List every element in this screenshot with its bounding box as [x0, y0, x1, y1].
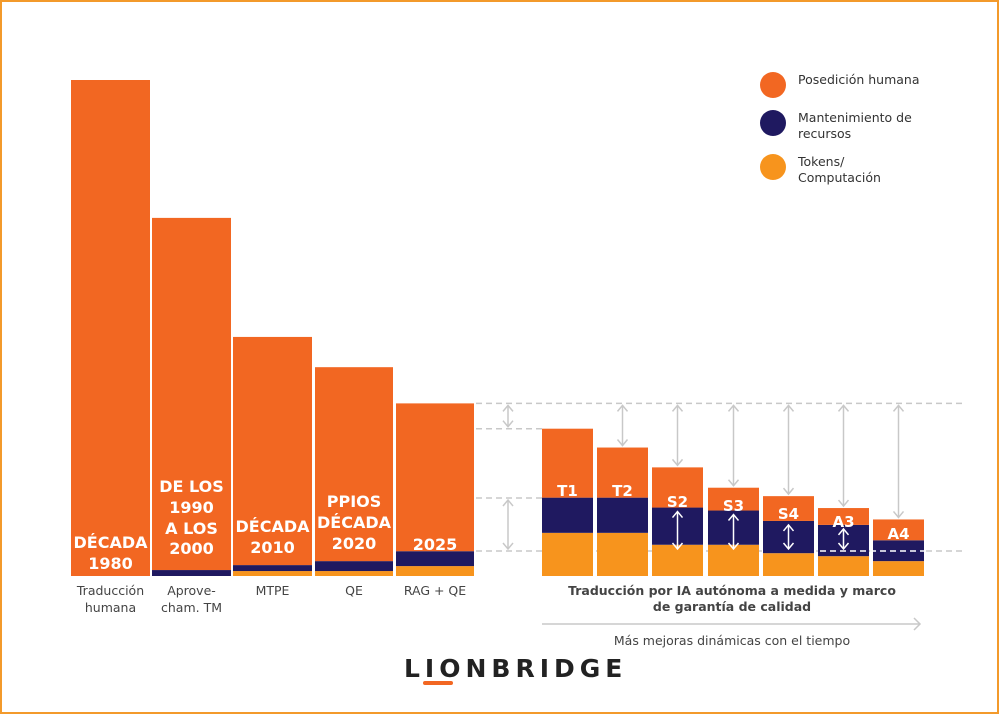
bar-7-segment-0 [652, 467, 703, 508]
maint-arrow-8-head-up [727, 513, 740, 522]
bar-3-segment-0 [315, 367, 393, 562]
bar-8-segment-0 [708, 487, 759, 511]
category-label-1: Aprove- [167, 583, 216, 598]
bar-9-segment-2 [763, 553, 814, 576]
legend-item-posedicion: Posedición humana [760, 72, 938, 98]
reduction-arrow-top-head-up [502, 404, 514, 412]
bar-4-segment-2 [396, 566, 474, 576]
legend-item-mantenimiento: Mantenimiento de recursos [760, 110, 938, 142]
gap-arrow-11-head-down [892, 510, 905, 519]
bar-1-segment-0 [152, 217, 231, 571]
time-arrow-label: Más mejoras dinámicas con el tiempo [614, 633, 850, 648]
maint-arrow-9-head-down [782, 542, 795, 551]
legend-item-tokens: Tokens/ Computación [760, 154, 938, 186]
bar-6-segment-1 [597, 497, 648, 533]
bar-6-segment-2 [597, 532, 648, 576]
bar-label-9: S4 [778, 505, 799, 523]
gap-arrow-11-head-up [892, 404, 905, 412]
legend-label: Posedición humana [798, 72, 920, 87]
bar-label-2: 2010 [250, 538, 295, 557]
gap-arrow-8-head-up [727, 404, 740, 412]
maint-arrow-7-head-up [671, 510, 684, 519]
bar-label-1: 2000 [169, 539, 214, 558]
reduction-arrow-top-head-down [502, 420, 514, 428]
category-label-4: RAG + QE [404, 583, 466, 598]
bar-3-segment-2 [315, 571, 393, 576]
bar-5-segment-1 [542, 497, 593, 533]
category-label-1: cham. TM [161, 600, 222, 615]
lionbridge-logo: LIONBRIDGE [404, 654, 628, 683]
bar-0-segment-0 [71, 80, 150, 576]
bar-4-segment-0 [396, 403, 474, 552]
bar-label-1: DE LOS [159, 477, 224, 496]
maint-arrow-8-head-down [727, 542, 740, 551]
bar-11-segment-1 [873, 540, 924, 562]
bar-10-segment-0 [818, 508, 869, 525]
bar-label-0: 1980 [88, 554, 133, 573]
gap-arrow-10-head-down [837, 499, 850, 508]
bar-5-segment-0 [542, 428, 593, 498]
gap-arrow-9-head-down [782, 487, 795, 496]
gap-arrow-7-head-down [671, 458, 684, 467]
bar-label-0: DÉCADA [74, 533, 149, 552]
bar-label-8: S3 [723, 497, 744, 515]
bar-label-3: DÉCADA [317, 513, 392, 532]
bar-11-segment-2 [873, 561, 924, 576]
bar-10-segment-2 [818, 556, 869, 576]
reduction-arrow-bottom-head-down [502, 542, 514, 551]
bar-6-segment-0 [597, 447, 648, 498]
bar-2-segment-2 [233, 571, 312, 576]
legend-swatch [760, 110, 786, 136]
gap-arrow-6-head-down [616, 439, 629, 447]
bar-label-6: T2 [612, 482, 633, 500]
bar-label-11: A4 [887, 525, 909, 543]
maint-arrow-9-head-up [782, 523, 795, 532]
bar-9-segment-0 [763, 496, 814, 521]
gap-arrow-9-head-up [782, 404, 795, 412]
maint-arrow-10-head-down [837, 542, 850, 551]
maint-arrow-7-head-down [671, 542, 684, 551]
gap-arrow-7-head-up [671, 404, 684, 412]
bar-11-segment-0 [873, 519, 924, 541]
gap-arrow-8-head-down [727, 479, 740, 487]
category-label-0: Traducción [76, 583, 144, 598]
category-label-0: humana [85, 600, 136, 615]
maint-arrow-10-head-up [837, 527, 850, 536]
bar-5-segment-2 [542, 532, 593, 576]
bar-1-segment-1 [152, 570, 231, 576]
bar-label-10: A3 [832, 513, 854, 531]
reduction-arrow-bottom-head-up [502, 498, 514, 507]
bar-label-1: 1990 [169, 498, 214, 517]
bar-4-segment-1 [396, 551, 474, 567]
bar-label-3: 2020 [332, 534, 377, 553]
bar-label-4: 2025 [413, 535, 458, 554]
bar-label-1: A LOS [165, 519, 218, 538]
bar-2-segment-0 [233, 336, 312, 566]
legend-swatch [760, 72, 786, 98]
bar-label-2: DÉCADA [236, 517, 311, 536]
group-label: Traducción por IA autónoma a medida y ma… [568, 583, 896, 598]
bar-2-segment-1 [233, 565, 312, 572]
legend-swatch [760, 154, 786, 180]
logo-underline [423, 681, 453, 685]
category-label-2: MTPE [256, 583, 290, 598]
time-arrow-head [913, 617, 922, 631]
bar-label-3: PPIOS [327, 492, 382, 511]
category-label-3: QE [345, 583, 363, 598]
bar-3-segment-1 [315, 561, 393, 572]
bar-label-5: T1 [557, 482, 578, 500]
legend-label: Tokens/ Computación [798, 154, 881, 185]
gap-arrow-10-head-up [837, 404, 850, 412]
legend: Posedición humana Mantenimiento de recur… [760, 72, 938, 198]
group-label: de garantía de calidad [653, 599, 811, 614]
gap-arrow-6-head-up [616, 404, 629, 412]
legend-label: Mantenimiento de recursos [798, 110, 912, 141]
bar-label-7: S2 [667, 493, 688, 511]
